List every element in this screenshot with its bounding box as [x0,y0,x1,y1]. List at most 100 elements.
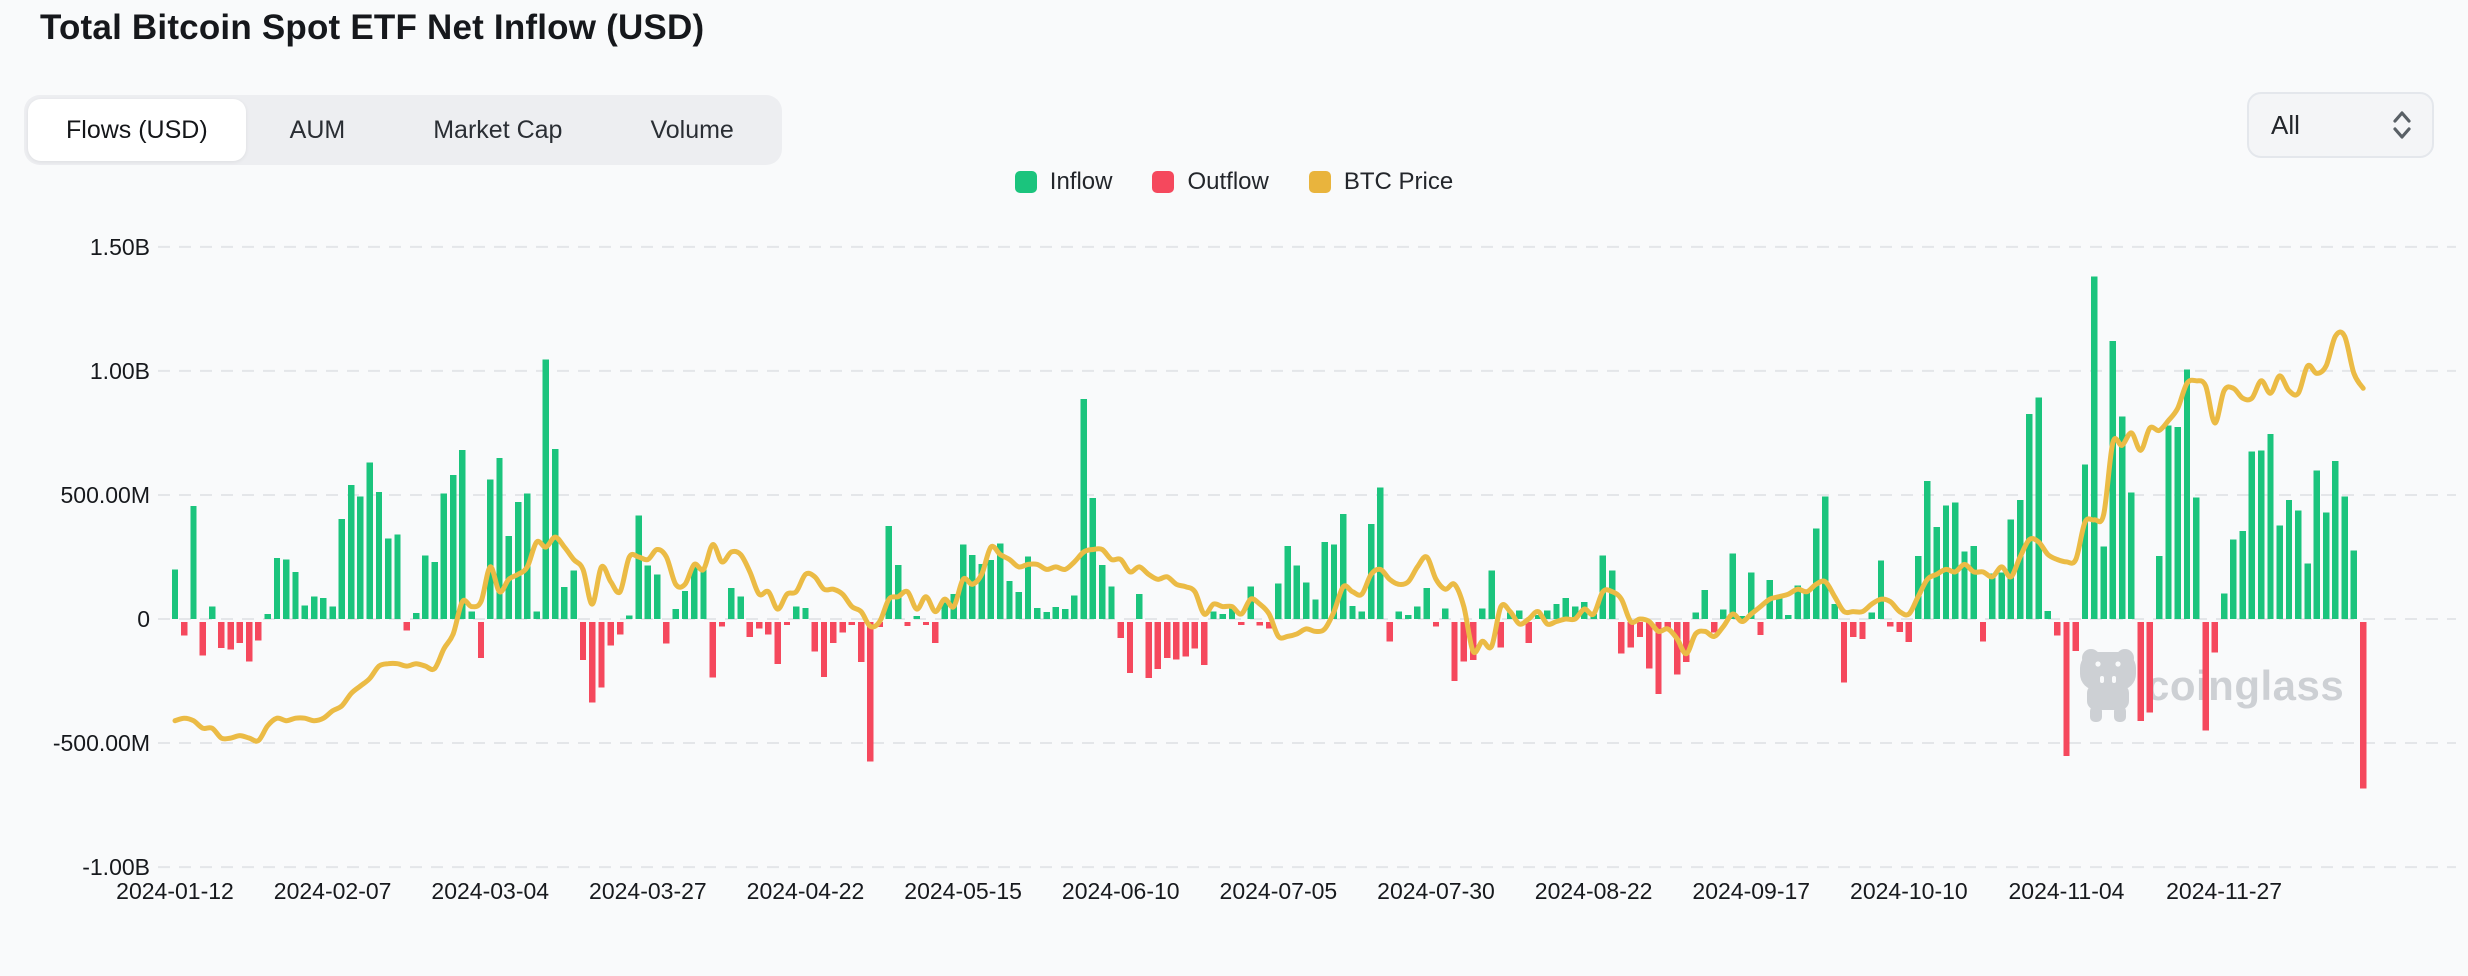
inflow-bar [1831,603,1838,619]
x-axis-label: 2024-03-27 [589,878,707,904]
inflow-bar [1516,610,1523,619]
inflow-bar [2230,539,2237,619]
legend-item-btc-price[interactable]: BTC Price [1308,168,1453,196]
outflow-bar [1386,622,1393,642]
inflow-bar [561,587,568,619]
inflow-bar [793,606,800,619]
inflow-bar [2239,531,2246,619]
y-axis-label: -500.00M [53,730,150,756]
inflow-bar [1136,594,1143,619]
hippo-logo-icon [2078,648,2138,724]
inflow-bar [283,559,290,619]
inflow-bar [1488,570,1495,619]
inflow-bar [1562,597,1569,619]
x-axis-label: 2024-07-30 [1377,878,1495,904]
outflow-bar [477,622,485,658]
inflow-bar [329,606,336,619]
inflow-bar [1006,580,1013,619]
inflow-bar [208,606,216,619]
inflow-bar [1914,556,1922,619]
chevron-up-down-icon [2390,109,2414,141]
inflow-bar [310,596,318,619]
inflow-bar [1812,528,1820,619]
inflow-bar [459,449,466,619]
inflow-bar [1507,612,1514,619]
inflow-bar [542,359,550,619]
inflow-bar [1034,607,1041,619]
tab-volume[interactable]: Volume [650,116,734,144]
inflow-bar [1043,612,1050,619]
outflow-bar [1757,622,1764,635]
inflow-bar [1349,605,1356,619]
outflow-bar [1887,622,1894,627]
outflow-bar [1896,622,1903,632]
outflow-bar [1182,622,1189,657]
inflow-bar [1599,555,1607,619]
inflow-bar [1998,572,2005,619]
x-axis-label: 2024-03-04 [431,878,549,904]
inflow-bar [190,506,197,619]
inflow-bar [2035,397,2042,619]
inflow-bar [1303,582,1310,619]
outflow-bar [1673,622,1681,675]
inflow-bar [1210,611,1217,619]
inflow-bar [1423,588,1430,619]
tab-bar: Flows (USD) AUM Market Cap Volume [24,95,782,165]
inflow-bar [1024,556,1032,619]
outflow-bar [598,622,605,688]
inflow-bar [1228,607,1236,619]
inflow-bar [412,612,420,619]
tab-flows-usd[interactable]: Flows (USD) [28,99,246,161]
outflow-bar [1859,622,1866,639]
outflow-bar [755,622,763,629]
inflow-bar [1970,546,1977,619]
outflow-bar [1238,622,1245,625]
x-axis-label: 2024-10-10 [1850,878,1968,904]
outflow-bar [2202,622,2209,731]
y-axis-label: 1.50B [90,234,150,260]
inflow-bar [2156,556,2163,619]
inflow-bar [1868,612,1875,619]
outflow-bar [663,622,670,644]
outflow-bar [746,622,754,637]
inflow-bar [941,602,948,619]
tab-market-cap[interactable]: Market Cap [433,116,563,144]
outflow-bar [1469,622,1477,661]
x-axis-label: 2024-08-22 [1535,878,1653,904]
legend-item-outflow[interactable]: Outflow [1152,168,1269,196]
outflow-bar [2063,622,2070,757]
inflow-bar [2109,341,2116,619]
outflow-bar [1117,622,1124,639]
inflow-bar [728,588,735,619]
inflow-bar [1989,573,1996,619]
inflow-bar [2026,413,2033,619]
outflow-bar [867,622,874,762]
inflow-bar [2183,369,2191,619]
y-axis-label: 0 [137,606,150,632]
legend-item-inflow[interactable]: Inflow [1014,168,1112,196]
inflow-bar [264,614,271,619]
inflow-bar [468,611,475,619]
outflow-bar [1525,622,1532,644]
outflow-bar [2211,622,2218,653]
inflow-bar [171,569,179,619]
inflow-bar [672,609,679,619]
inflow-bar [2332,461,2339,619]
outflow-bar [227,622,234,650]
range-selector[interactable]: All [2247,92,2434,158]
outflow-bar [1646,622,1653,669]
inflow-bar [1701,590,1709,619]
inflow-bar [440,493,448,619]
outflow-bar [1265,622,1273,629]
inflow-bar [2258,450,2265,619]
outflow-bar [181,622,188,636]
outflow-bar [199,622,206,656]
inflow-bar [2165,425,2172,619]
inflow-bar [1924,481,1931,619]
inflow-bar [1414,606,1421,619]
y-axis-label: 500.00M [60,482,150,508]
inflow-bar [1442,608,1449,619]
tab-aum[interactable]: AUM [289,116,346,144]
inflow-swatch-icon [1014,171,1037,193]
